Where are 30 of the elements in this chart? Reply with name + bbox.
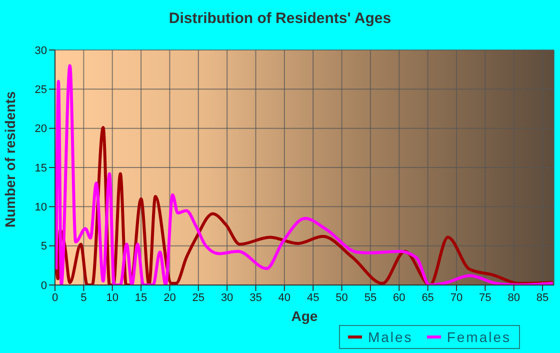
x-tick-label: 30 — [220, 292, 234, 304]
x-tick-label: 60 — [393, 292, 406, 304]
x-tick-label: 35 — [250, 292, 262, 304]
x-tick-label: 50 — [336, 292, 348, 304]
x-tick-label: 55 — [364, 292, 377, 304]
y-tick-label: 30 — [34, 44, 47, 57]
x-axis-title: Age — [291, 308, 318, 324]
legend-label: Males — [366, 329, 413, 345]
x-tick-label: 65 — [422, 292, 434, 304]
x-tick-label: 0 — [52, 292, 58, 304]
x-tick-label: 40 — [278, 292, 291, 304]
x-tick-label: 25 — [192, 292, 205, 304]
x-tick-label: 10 — [106, 292, 118, 304]
x-tick-label: 20 — [164, 292, 176, 304]
chart-title: Distribution of Residents' Ages — [168, 10, 392, 27]
x-tick-label: 85 — [536, 292, 549, 304]
x-tick-label: 5 — [80, 292, 87, 304]
x-tick-label: 45 — [306, 292, 320, 304]
y-tick-label: 5 — [40, 240, 47, 253]
y-tick-label: 10 — [34, 202, 47, 214]
x-tick-label: 15 — [134, 292, 148, 304]
x-tick-label: 80 — [508, 292, 520, 304]
x-tick-label: 75 — [479, 292, 492, 304]
y-tick-label: 20 — [34, 123, 47, 136]
legend-label: Females — [446, 329, 511, 345]
y-axis-title: Number of residents — [2, 91, 18, 228]
y-tick-label: 25 — [34, 84, 47, 96]
y-tick-label: 15 — [34, 162, 47, 174]
y-tick-label: 0 — [40, 280, 47, 292]
x-tick-label: 70 — [450, 292, 463, 304]
